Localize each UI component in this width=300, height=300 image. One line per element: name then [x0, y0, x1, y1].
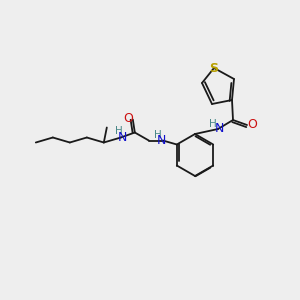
Text: S: S [209, 61, 218, 74]
Text: H: H [154, 130, 162, 140]
Text: N: N [157, 134, 167, 147]
Text: H: H [115, 127, 123, 136]
Text: N: N [118, 131, 128, 144]
Text: O: O [123, 112, 133, 125]
Text: N: N [214, 122, 224, 136]
Text: H: H [209, 119, 217, 129]
Text: O: O [247, 118, 257, 131]
